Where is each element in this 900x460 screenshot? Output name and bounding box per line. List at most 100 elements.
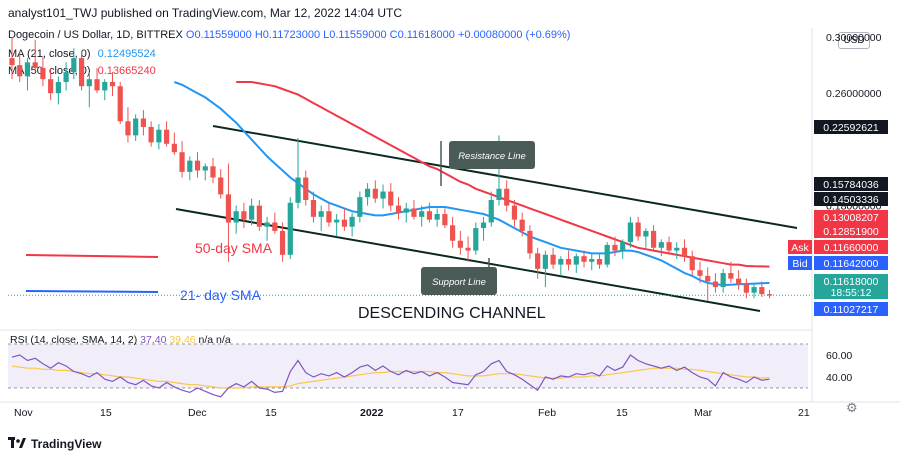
candle-body — [179, 152, 185, 172]
rsi-legend-label: RSI (14, close, SMA, 14, 2) — [10, 334, 140, 346]
rsi-tick-label: 60.00 — [826, 350, 852, 362]
candle-body — [225, 194, 232, 223]
price-axis-label-text: 0.15784036 — [823, 179, 879, 191]
candle — [442, 208, 448, 229]
rsi-tick-label: 40.00 — [826, 372, 852, 384]
candle-body — [295, 177, 301, 203]
candle-body — [256, 205, 262, 227]
resistance-callout: Resistance Line — [440, 141, 535, 186]
candle — [341, 208, 347, 231]
candle-body — [450, 225, 456, 241]
candle — [86, 72, 92, 108]
publish-info: analyst101_TWJ published on TradingView.… — [8, 6, 402, 20]
tradingview-logo[interactable]: TradingView — [8, 437, 101, 451]
ma21-line — [173, 81, 770, 287]
candle-body — [480, 222, 487, 229]
candle — [519, 212, 525, 237]
currency-button[interactable]: USD — [838, 32, 870, 49]
candle-body — [519, 219, 525, 231]
time-tick-label: 2022 — [360, 407, 384, 419]
candle — [380, 184, 386, 209]
candle — [751, 284, 757, 299]
candle-body — [650, 230, 657, 248]
candle — [589, 253, 595, 271]
candle — [179, 140, 185, 178]
candle — [612, 236, 618, 257]
gear-icon[interactable]: ⚙ — [846, 400, 858, 415]
price-axis-label: 0.15784036 — [814, 177, 888, 191]
time-tick-label: Nov — [14, 407, 33, 419]
high-value: H0.11723000 — [254, 29, 321, 41]
candle-body — [388, 191, 394, 206]
ma21-legend[interactable]: MA (21, close, 0) 0.12495524 — [8, 48, 156, 60]
candle — [287, 197, 293, 259]
candle-body — [596, 258, 603, 265]
candle-body — [434, 214, 440, 220]
ma50-legend[interactable]: MA (50, close, 0) 0.13665240 — [8, 65, 156, 77]
candle — [102, 79, 108, 101]
channel-annotation: DESCENDING CHANNEL — [358, 305, 546, 322]
candle — [666, 236, 672, 255]
candle-body — [357, 197, 363, 217]
tradingview-logo-icon — [8, 437, 26, 448]
candle — [457, 230, 463, 255]
candle — [403, 202, 409, 223]
candle — [496, 135, 502, 206]
candle-body — [140, 118, 147, 127]
candle — [565, 250, 572, 271]
candle-body — [272, 222, 278, 231]
symbol-name[interactable]: Dogecoin / US Dollar, 1D, BITTREX — [8, 29, 183, 41]
candle-body — [334, 219, 340, 223]
candle-body — [411, 208, 417, 217]
resistance-callout-bg — [449, 141, 535, 169]
candle — [705, 267, 711, 302]
candle-body — [504, 188, 510, 206]
candle-body — [573, 256, 579, 265]
price-tick-label: 0.26000000 — [826, 88, 882, 100]
candle-body — [218, 177, 224, 195]
candle-body — [720, 273, 726, 288]
resistance-channel-line — [212, 125, 798, 229]
candle — [581, 250, 587, 268]
candle — [272, 212, 278, 234]
sma21-legend-line — [25, 290, 159, 293]
publish-header: analyst101_TWJ published on TradingView.… — [0, 0, 900, 26]
candle — [117, 81, 123, 125]
candle-body — [48, 79, 54, 94]
candle-body — [743, 284, 749, 293]
candle-body — [542, 254, 548, 269]
candle-body — [728, 273, 734, 279]
price-tag-bg — [788, 256, 812, 270]
candle — [256, 199, 262, 231]
support-channel-line — [175, 208, 761, 312]
candle-body — [210, 166, 216, 178]
candle — [249, 198, 255, 226]
price-axis-label: 0.11642000 Bid — [788, 256, 888, 270]
candle-body — [535, 253, 541, 269]
candle-body — [380, 191, 386, 199]
candle-body — [310, 199, 317, 217]
rsi-band — [8, 344, 808, 388]
tradingview-logo-text: TradingView — [31, 437, 102, 451]
candle-body — [674, 247, 680, 251]
candle — [643, 228, 649, 248]
candle — [759, 281, 765, 297]
price-axis-label: 0.13008207 — [814, 210, 888, 224]
candle-body — [156, 129, 162, 143]
candle — [303, 170, 309, 206]
candle-body — [511, 205, 518, 220]
candle — [218, 169, 224, 199]
candle — [318, 205, 324, 231]
candle-body — [318, 211, 324, 217]
candle — [140, 110, 147, 136]
candle-body — [395, 205, 402, 213]
candle-body — [279, 230, 286, 255]
candle-body — [109, 81, 116, 87]
candle-body — [496, 188, 502, 200]
price-axis-label-text: 0.13008207 — [823, 212, 879, 224]
candle-body — [419, 211, 425, 217]
open-value: O0.11559000 — [185, 29, 252, 41]
candle-body — [620, 242, 626, 251]
price-tag-bg — [788, 240, 812, 254]
time-tick-label: 21 — [798, 407, 810, 419]
